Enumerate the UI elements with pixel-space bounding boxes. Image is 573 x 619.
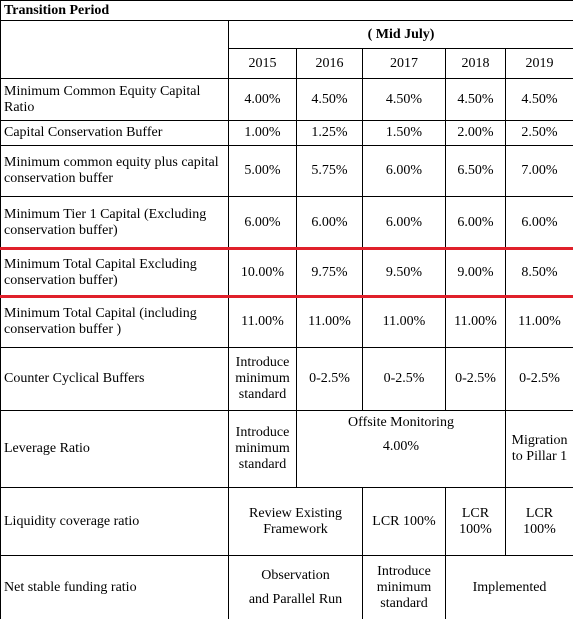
cell: 11.00%	[228, 296, 297, 348]
cell: 6.00%	[228, 196, 297, 249]
cell: 5.00%	[228, 145, 297, 197]
cell-line: Offsite Monitoring	[348, 415, 454, 430]
cell: Migration to Pillar 1	[504, 410, 573, 488]
cell: 11.00%	[504, 296, 573, 348]
row-label: Minimum Total Capital Excluding conserva…	[0, 248, 229, 297]
merged-cell: Offsite Monitoring 4.00%	[296, 410, 506, 488]
row-label: Counter Cyclical Buffers	[0, 347, 229, 411]
cell: 9.00%	[445, 248, 506, 297]
cell: 2.00%	[445, 120, 506, 146]
row-label: Leverage Ratio	[0, 410, 229, 488]
cell: 6.00%	[362, 145, 446, 197]
cell: 4.00%	[228, 78, 297, 121]
cell: 5.75%	[296, 145, 363, 197]
cell: 10.00%	[228, 248, 297, 297]
cell: 7.00%	[504, 145, 573, 197]
row-label: Minimum common equity plus capital conse…	[0, 145, 229, 197]
cell: 6.00%	[296, 196, 363, 249]
cell-line: 4.00%	[382, 439, 420, 454]
year: 2019	[504, 48, 573, 79]
period-label: ( Mid July)	[227, 20, 573, 49]
cell: LCR 100%	[362, 487, 446, 556]
cell: 4.50%	[296, 78, 363, 121]
cell: 1.25%	[296, 120, 363, 146]
cell: 6.50%	[445, 145, 506, 197]
cell: Introduce minimum standard	[228, 410, 297, 488]
highlight-line	[0, 295, 573, 298]
cell: 0-2.5%	[445, 347, 506, 411]
cell: 0-2.5%	[296, 347, 363, 411]
row-label: Capital Conservation Buffer	[0, 120, 229, 146]
cell: LCR 100%	[504, 487, 573, 556]
cell: 11.00%	[296, 296, 363, 348]
year: 2018	[445, 48, 506, 79]
row-label: Minimum Total Capital (including conserv…	[0, 296, 229, 348]
cell: 4.50%	[504, 78, 573, 121]
table-title: Transition Period	[0, 0, 573, 21]
cell: 1.00%	[228, 120, 297, 146]
merged-cell: Review Existing Framework	[228, 487, 363, 556]
blank-cell	[0, 20, 229, 79]
cell: LCR 100%	[445, 487, 506, 556]
merged-cell: Observation and Parallel Run	[228, 555, 363, 619]
cell: 6.00%	[504, 196, 573, 249]
cell: Introduce minimum standard	[228, 347, 297, 411]
cell: 9.50%	[362, 248, 446, 297]
cell: 0-2.5%	[504, 347, 573, 411]
cell: 1.50%	[362, 120, 446, 146]
cell: Introduce minimum standard	[362, 555, 446, 619]
cell: 8.50%	[504, 248, 573, 297]
year: 2017	[362, 48, 446, 79]
cell: 2.50%	[504, 120, 573, 146]
cell: 11.00%	[445, 296, 506, 348]
cell: 0-2.5%	[362, 347, 446, 411]
row-label: Liquidity coverage ratio	[0, 487, 229, 556]
year: 2016	[296, 48, 363, 79]
cell: 11.00%	[362, 296, 446, 348]
cell: 4.50%	[362, 78, 446, 121]
cell: 4.50%	[445, 78, 506, 121]
highlight-line	[0, 247, 573, 250]
cell: 9.75%	[296, 248, 363, 297]
cell-line: Observation	[261, 567, 330, 583]
cell: 6.00%	[362, 196, 446, 249]
row-label: Minimum Common Equity Capital Ratio	[0, 78, 229, 121]
cell: 6.00%	[445, 196, 506, 249]
cell-line: and Parallel Run	[248, 591, 343, 607]
row-label: Minimum Tier 1 Capital (Excluding conser…	[0, 196, 229, 249]
merged-cell: Implemented	[444, 555, 573, 619]
year: 2015	[228, 48, 297, 79]
row-label: Net stable funding ratio	[0, 555, 229, 619]
